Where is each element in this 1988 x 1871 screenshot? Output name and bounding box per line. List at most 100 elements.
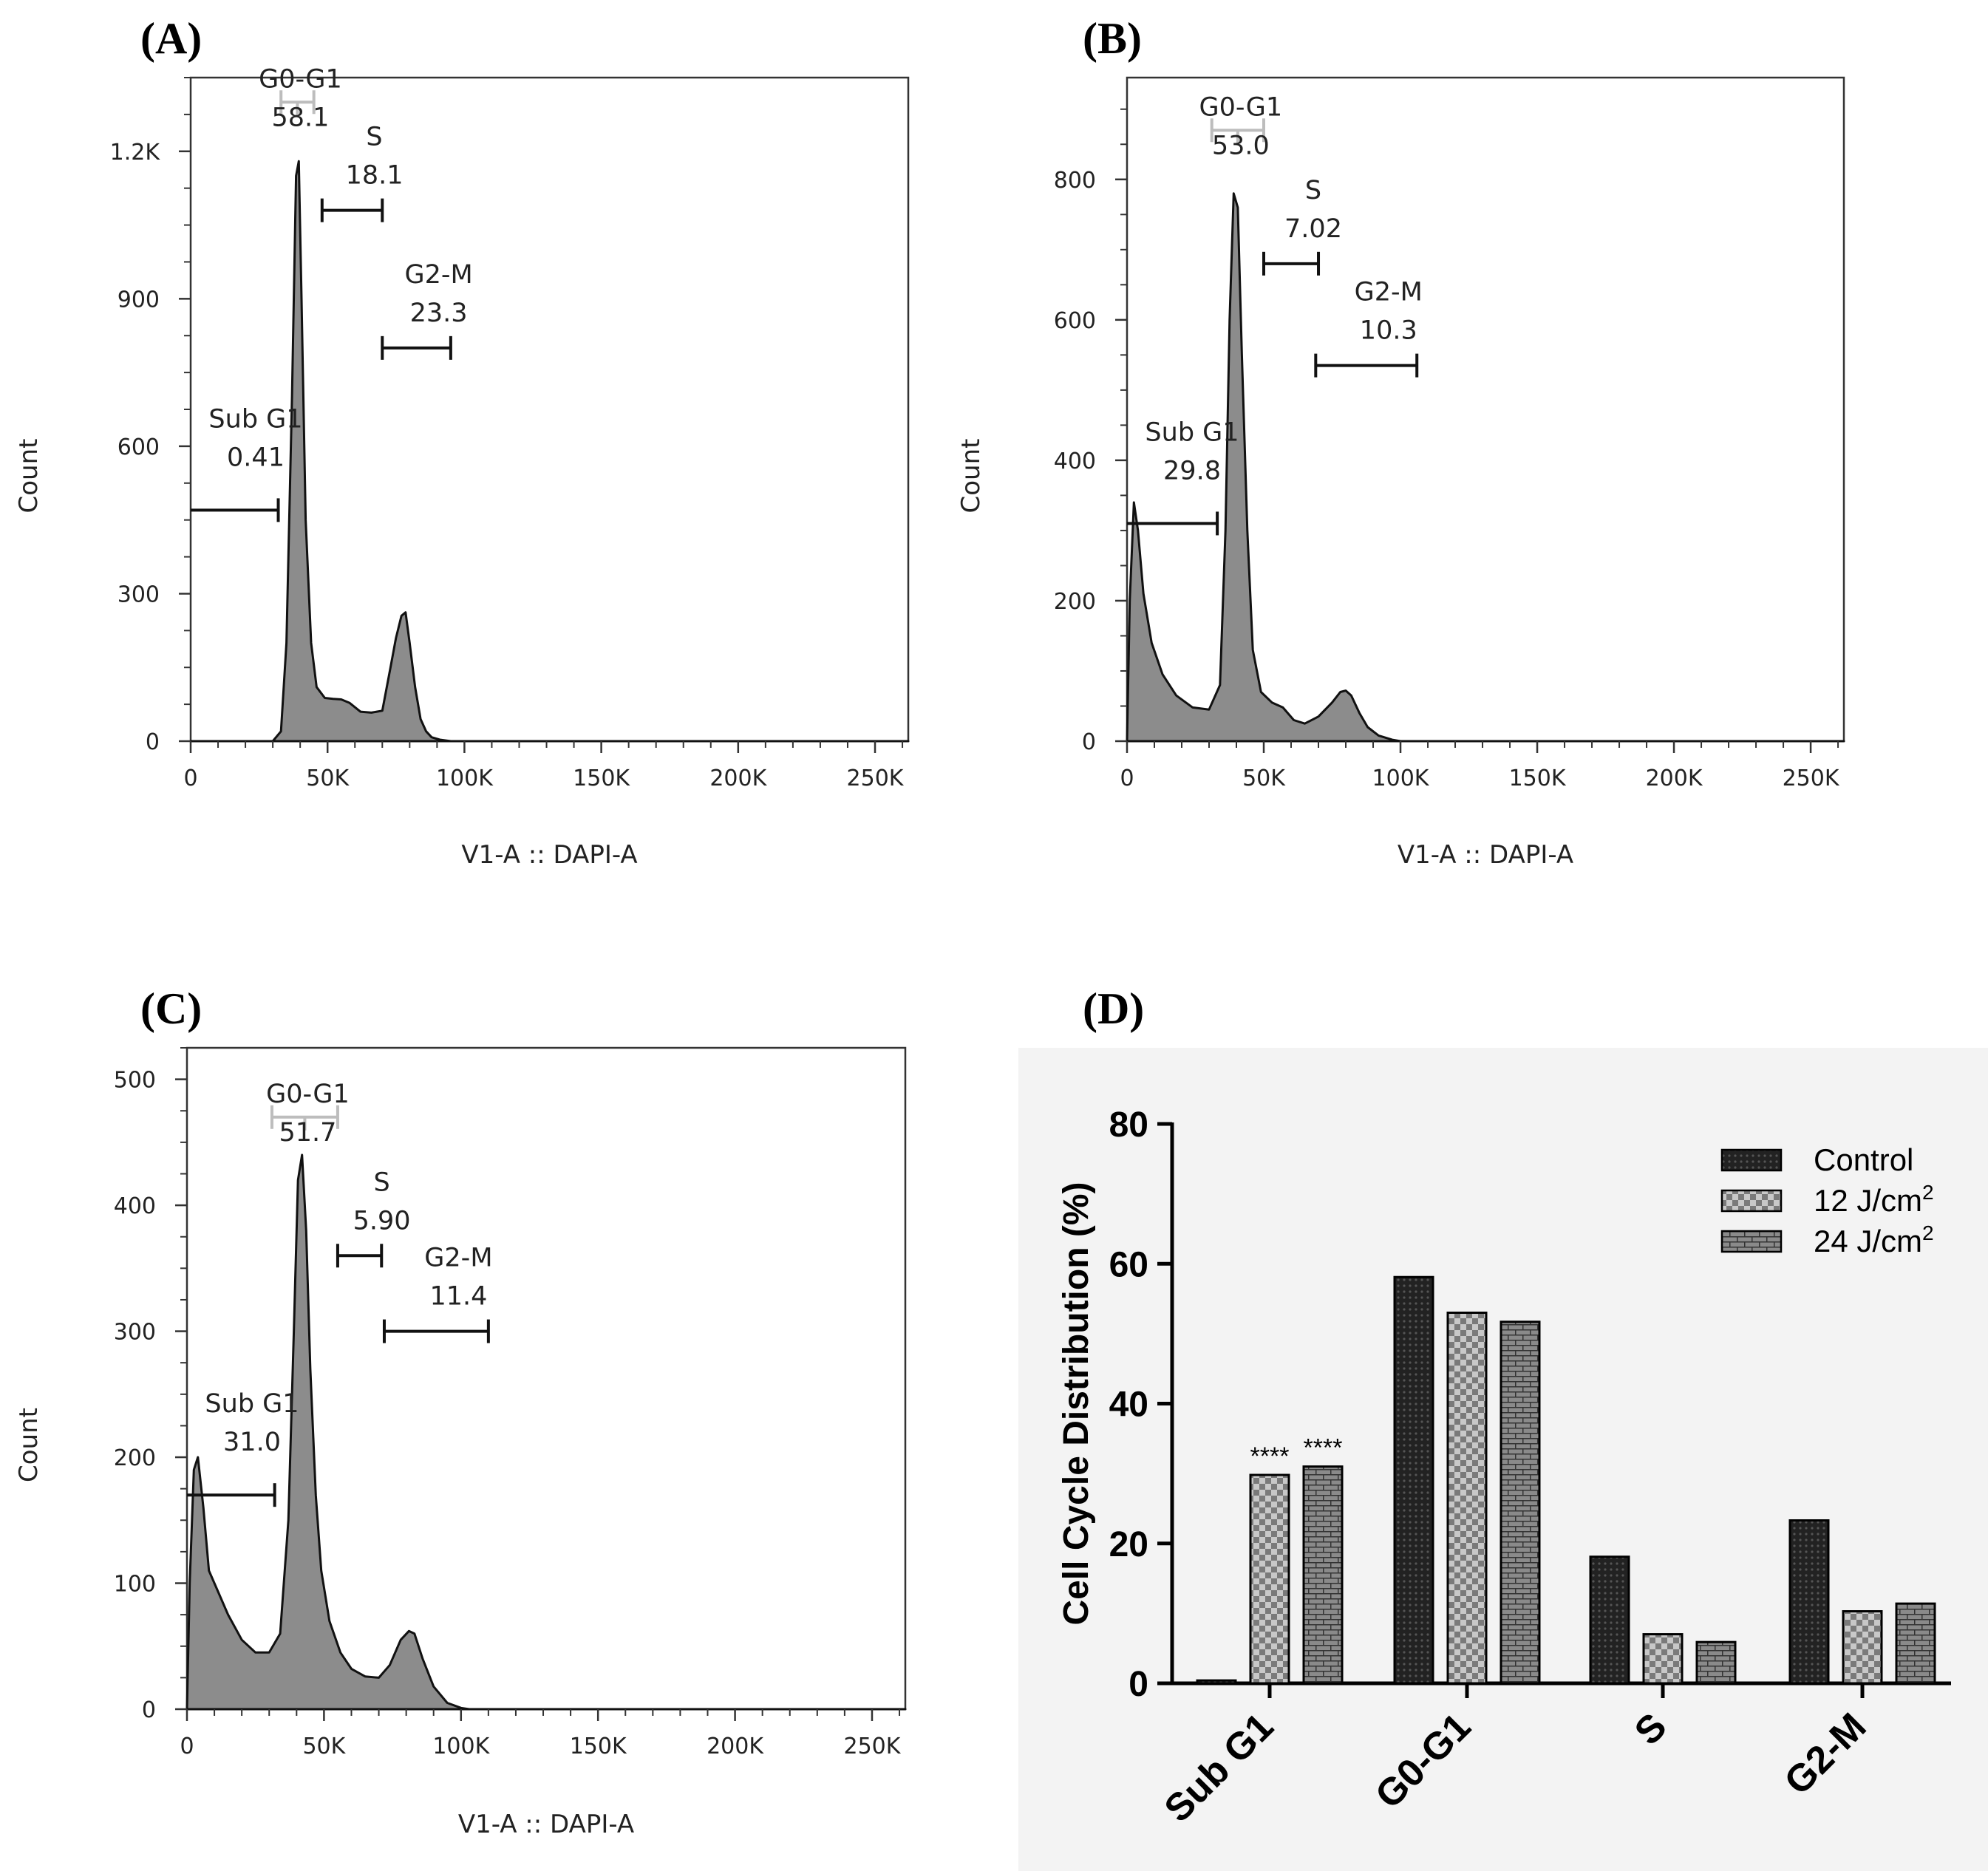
x-tick-label: 50K <box>302 1734 346 1759</box>
gate-value: 58.1 <box>271 103 329 132</box>
y-tick-label: 0 <box>146 729 160 755</box>
y-tick-label: 20 <box>1109 1525 1148 1564</box>
gate-name: G0-G1 <box>259 64 342 94</box>
bar-s-series-0 <box>1589 1555 1630 1685</box>
gate-name: G0-G1 <box>1199 92 1283 122</box>
x-tick-label: 250K <box>847 766 905 791</box>
y-tick-label: 500 <box>114 1068 156 1094</box>
gate-name: G2-M <box>404 260 472 290</box>
y-tick-label: 60 <box>1109 1245 1148 1284</box>
histogram-area <box>1126 192 1845 743</box>
x-tick-label: 0 <box>180 1734 194 1759</box>
gate-name: S <box>1305 176 1321 205</box>
y-tick-label: 600 <box>118 434 160 460</box>
legend-label: 12 J/cm2 <box>1814 1181 1934 1218</box>
gate-sub-g1: Sub G1 31.0 <box>187 1389 299 1507</box>
x-tick-label: 250K <box>1783 766 1840 791</box>
gate-name: G2-M <box>1355 278 1423 307</box>
y-tick-label: 80 <box>1109 1105 1148 1145</box>
x-axis-label: V1-A :: DAPI-A <box>461 840 637 870</box>
bar-g2-m-series-2 <box>1895 1602 1936 1685</box>
gate-g0-g1: G0-G1 53.0 <box>1199 92 1283 160</box>
bar-sub-g1-series-1 <box>1249 1473 1290 1685</box>
gate-name: G0-G1 <box>266 1080 350 1109</box>
gate-s: S 18.1 <box>320 123 404 222</box>
gate-name: Sub G1 <box>1145 418 1239 447</box>
y-tick-label: 0 <box>1129 1665 1148 1704</box>
x-tick-label: 150K <box>570 1734 627 1759</box>
y-tick-label: 400 <box>114 1193 156 1219</box>
legend-swatch <box>1720 1230 1783 1253</box>
gate-value: 10.3 <box>1360 316 1417 346</box>
y-axis-label: Count <box>956 439 986 514</box>
histogram-panel-a: (A) 0 50K 100K 150K 200K 250K 0 300 600 900 1.2K V1-… <box>14 14 910 870</box>
legend-label: 24 J/cm2 <box>1814 1221 1934 1258</box>
gate-name: Sub G1 <box>205 1389 299 1419</box>
y-tick-label: 200 <box>1054 589 1096 615</box>
significance-mark: **** <box>1304 1434 1343 1462</box>
y-tick-label: 40 <box>1109 1386 1148 1425</box>
x-tick-label: 0 <box>183 766 197 791</box>
x-tick-label: 100K <box>1372 766 1430 791</box>
y-tick-label: 800 <box>1054 168 1096 194</box>
bar-g2-m-series-1 <box>1842 1610 1883 1685</box>
gate-value: 11.4 <box>429 1282 487 1312</box>
histogram-panel-b: (B) 0 50K 100K 150K 200K 250K 0 200 400 600 800 V1-A… <box>956 14 1845 870</box>
histogram-area <box>185 1153 907 1711</box>
x-tick-label: 100K <box>432 1734 490 1759</box>
y-axis-label: Count <box>14 1408 44 1482</box>
gate-name: S <box>366 123 382 152</box>
y-tick-label: 300 <box>114 1320 156 1346</box>
legend-superscript: 2 <box>1922 1181 1934 1204</box>
x-tick-label: 200K <box>709 766 767 791</box>
gate-value: 7.02 <box>1284 214 1342 244</box>
gate-sub-g1: Sub G1 29.8 <box>1127 418 1239 536</box>
gate-value: 23.3 <box>410 299 468 328</box>
histogram-panel-c: (C) 0 50K 100K 150K 200K 250K 0 100 200 300 400 500 V… <box>14 984 907 1839</box>
y-tick-label: 400 <box>1054 449 1096 474</box>
panel-label-b: (B) <box>1083 14 1142 63</box>
panel-label-d: (D) <box>1083 984 1144 1033</box>
gate-name: Sub G1 <box>208 404 302 434</box>
gate-value: 31.0 <box>223 1428 281 1457</box>
x-axis-label: V1-A :: DAPI-A <box>458 1810 634 1839</box>
panel-label-a: (A) <box>140 14 202 63</box>
y-axis-label: Count <box>14 439 44 514</box>
legend-swatch <box>1720 1189 1783 1213</box>
gate-value: 18.1 <box>346 161 404 191</box>
legend-superscript: 2 <box>1922 1221 1934 1244</box>
bar-s-series-2 <box>1695 1640 1737 1685</box>
y-tick-label: 0 <box>142 1697 156 1723</box>
y-tick-label: 300 <box>118 582 160 607</box>
y-axis-label: Cell Cycle Distribution (%) <box>1057 1182 1096 1625</box>
y-tick-label: 900 <box>118 287 160 313</box>
x-tick-label: 200K <box>707 1734 764 1759</box>
x-tick-label: 150K <box>573 766 630 791</box>
y-tick-label: 1.2K <box>110 140 161 166</box>
bar-g0-g1-series-1 <box>1446 1311 1488 1685</box>
gate-value: 51.7 <box>279 1118 336 1148</box>
x-tick-label: 200K <box>1646 766 1703 791</box>
gate-sub-g1: Sub G1 0.41 <box>191 404 303 522</box>
gate-value: 29.8 <box>1163 456 1221 485</box>
bar-s-series-1 <box>1642 1633 1684 1685</box>
gate-g0-g1: G0-G1 51.7 <box>266 1080 350 1148</box>
gate-g0-g1: G0-G1 58.1 <box>259 64 342 132</box>
x-tick-label: 50K <box>306 766 350 791</box>
y-tick-label: 600 <box>1054 308 1096 334</box>
x-tick-label: 50K <box>1242 766 1286 791</box>
x-tick-label: 0 <box>1120 766 1134 791</box>
gate-value: 53.0 <box>1212 131 1270 160</box>
significance-mark: **** <box>1250 1442 1290 1470</box>
y-tick-label: 0 <box>1082 729 1096 755</box>
legend-label: Control <box>1814 1142 1913 1177</box>
bar-g0-g1-series-0 <box>1393 1275 1434 1685</box>
y-tick-label: 100 <box>114 1572 156 1598</box>
gate-g2-m: G2-M 23.3 <box>381 260 473 360</box>
gate-name: G2-M <box>424 1244 492 1273</box>
bar-g2-m-series-0 <box>1788 1519 1830 1685</box>
x-tick-label: 250K <box>844 1734 902 1759</box>
x-axis-label: V1-A :: DAPI-A <box>1398 840 1573 870</box>
